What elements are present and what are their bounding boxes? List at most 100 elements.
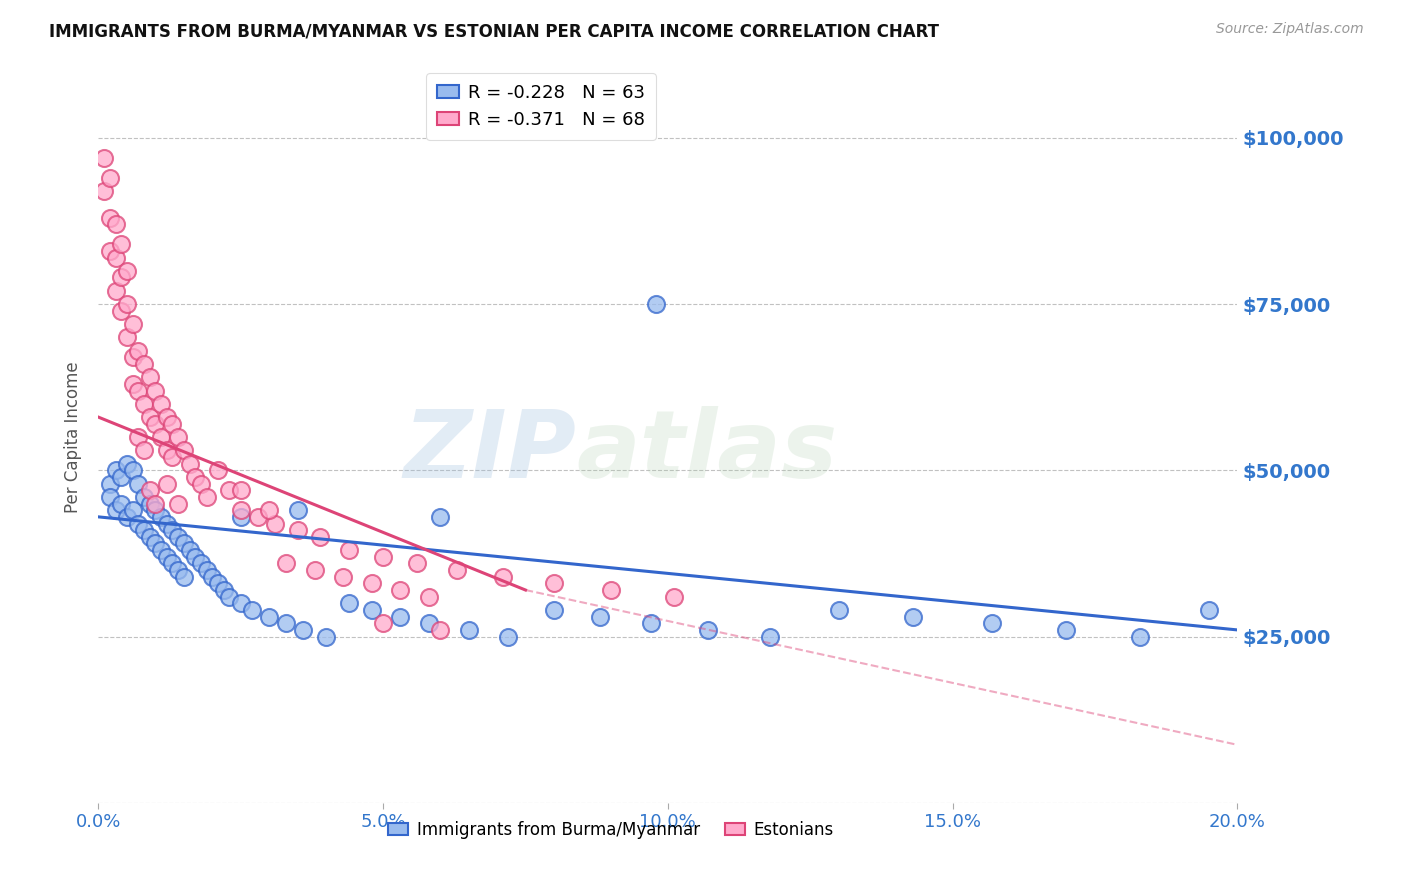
Point	[145, 417, 167, 431]
Point	[98, 476, 121, 491]
Point	[315, 630, 337, 644]
Point	[190, 557, 212, 571]
Point	[429, 509, 451, 524]
Point	[207, 463, 229, 477]
Point	[418, 590, 440, 604]
Point	[138, 497, 160, 511]
Point	[207, 576, 229, 591]
Point	[360, 603, 382, 617]
Point	[98, 244, 121, 258]
Point	[162, 523, 184, 537]
Point	[104, 503, 127, 517]
Point	[150, 543, 173, 558]
Point	[759, 630, 782, 644]
Point	[156, 516, 179, 531]
Point	[110, 303, 132, 318]
Point	[98, 170, 121, 185]
Point	[115, 330, 138, 344]
Legend: Immigrants from Burma/Myanmar, Estonians: Immigrants from Burma/Myanmar, Estonians	[381, 814, 841, 846]
Point	[121, 317, 143, 331]
Text: atlas: atlas	[576, 406, 838, 498]
Point	[110, 237, 132, 252]
Point	[309, 530, 332, 544]
Point	[543, 576, 565, 591]
Point	[132, 397, 155, 411]
Point	[287, 503, 309, 517]
Point	[150, 430, 173, 444]
Point	[304, 563, 326, 577]
Point	[162, 417, 184, 431]
Point	[229, 509, 252, 524]
Point	[662, 590, 685, 604]
Point	[127, 384, 149, 398]
Point	[98, 490, 121, 504]
Point	[132, 357, 155, 371]
Point	[201, 570, 224, 584]
Point	[121, 376, 143, 391]
Point	[121, 351, 143, 365]
Point	[645, 297, 668, 311]
Point	[156, 410, 179, 425]
Point	[121, 463, 143, 477]
Point	[162, 450, 184, 464]
Point	[145, 536, 167, 550]
Point	[259, 609, 281, 624]
Point	[600, 582, 623, 597]
Point	[457, 623, 479, 637]
Point	[184, 549, 207, 564]
Point	[138, 410, 160, 425]
Point	[127, 476, 149, 491]
Point	[190, 476, 212, 491]
Point	[259, 503, 281, 517]
Point	[110, 497, 132, 511]
Point	[429, 623, 451, 637]
Point	[828, 603, 851, 617]
Point	[145, 497, 167, 511]
Point	[127, 343, 149, 358]
Point	[115, 264, 138, 278]
Point	[492, 570, 515, 584]
Point	[406, 557, 429, 571]
Point	[276, 616, 298, 631]
Point	[104, 463, 127, 477]
Point	[543, 603, 565, 617]
Point	[156, 549, 179, 564]
Point	[229, 503, 252, 517]
Point	[212, 582, 235, 597]
Point	[418, 616, 440, 631]
Point	[138, 483, 160, 498]
Point	[115, 509, 138, 524]
Point	[104, 251, 127, 265]
Point	[337, 596, 360, 610]
Point	[292, 623, 315, 637]
Point	[98, 211, 121, 225]
Text: ZIP: ZIP	[404, 406, 576, 498]
Point	[132, 523, 155, 537]
Point	[389, 609, 412, 624]
Point	[640, 616, 662, 631]
Point	[110, 470, 132, 484]
Point	[138, 370, 160, 384]
Point	[145, 503, 167, 517]
Point	[218, 590, 240, 604]
Point	[287, 523, 309, 537]
Point	[93, 151, 115, 165]
Point	[901, 609, 924, 624]
Point	[389, 582, 412, 597]
Point	[110, 270, 132, 285]
Point	[115, 297, 138, 311]
Point	[104, 217, 127, 231]
Point	[696, 623, 718, 637]
Point	[337, 543, 360, 558]
Point	[173, 536, 195, 550]
Point	[229, 596, 252, 610]
Point	[373, 616, 395, 631]
Point	[373, 549, 395, 564]
Point	[132, 443, 155, 458]
Point	[173, 570, 195, 584]
Text: Source: ZipAtlas.com: Source: ZipAtlas.com	[1216, 22, 1364, 37]
Point	[167, 430, 190, 444]
Point	[156, 443, 179, 458]
Point	[179, 457, 201, 471]
Point	[332, 570, 354, 584]
